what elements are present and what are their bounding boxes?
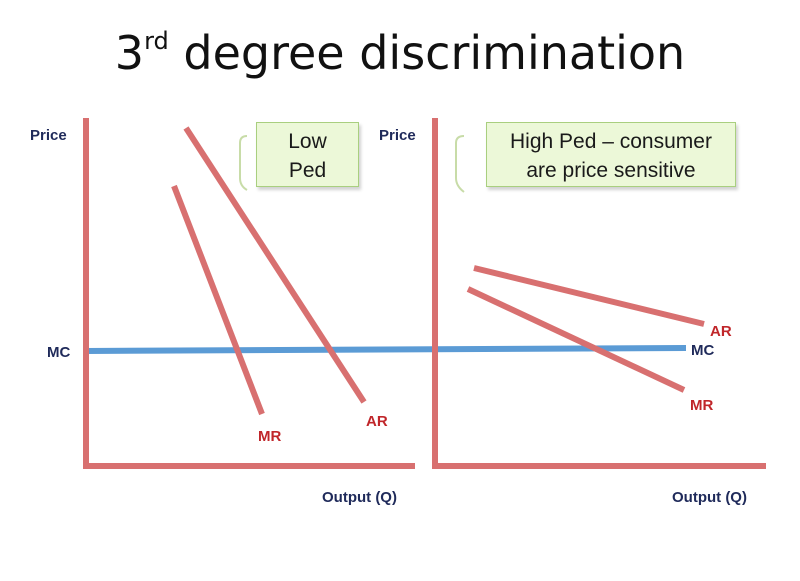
left-price-label: Price — [30, 127, 67, 144]
left-output-label: Output (Q) — [322, 489, 397, 506]
right-callout-bracket — [455, 135, 465, 193]
right-output-label: Output (Q) — [672, 489, 747, 506]
left-callout-bracket — [239, 135, 248, 191]
low-ped-line1: Low — [288, 130, 327, 153]
left-mr-label: MR — [258, 428, 281, 445]
high-ped-line2: are price sensitive — [526, 159, 696, 182]
low-ped-line2: Ped — [288, 159, 327, 182]
right-mr-label: MR — [690, 397, 713, 414]
left-ar-label: AR — [366, 413, 388, 430]
mc-line — [85, 345, 687, 354]
low-ped-callout: Low Ped — [256, 122, 359, 187]
slide-title: 3rd degree discrimination — [114, 26, 686, 80]
high-ped-line1: High Ped – consumer — [510, 130, 712, 153]
right-ar-curve — [473, 265, 705, 327]
left-mc-label: MC — [47, 344, 70, 361]
left-mr-curve — [171, 184, 265, 416]
left-ar-curve — [183, 126, 367, 404]
right-mc-label: MC — [691, 342, 714, 359]
right-mr-curve — [466, 286, 686, 393]
high-ped-callout: High Ped – consumer are price sensitive — [486, 122, 736, 187]
right-ar-label: AR — [710, 323, 732, 340]
right-price-label: Price — [379, 127, 416, 144]
